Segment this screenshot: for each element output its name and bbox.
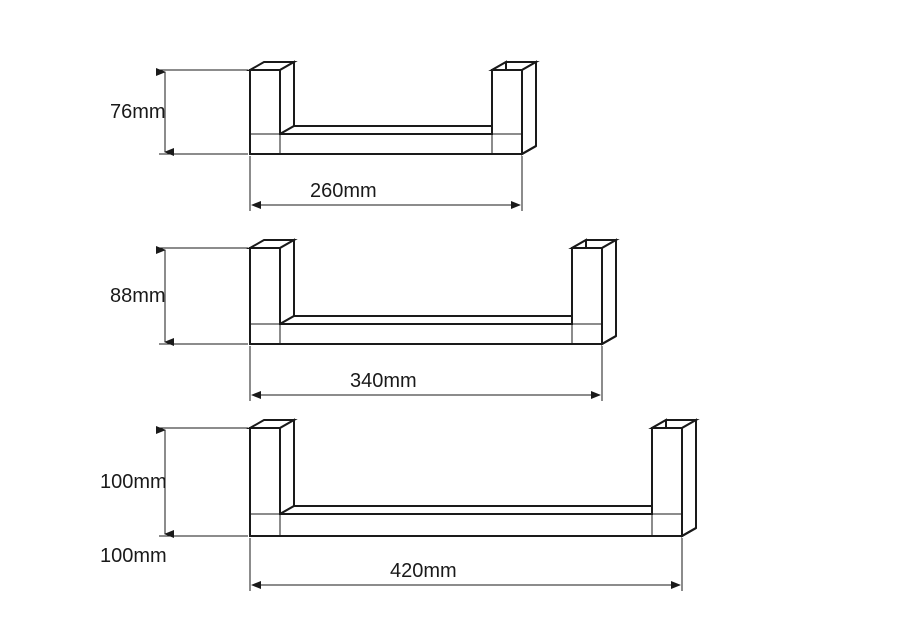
width-label-small: 260mm <box>310 180 377 202</box>
height-label-medium: 88mm <box>110 285 166 307</box>
width-label-large: 420mm <box>390 560 457 582</box>
shelf-dimensions-diagram: 76mm 260mm 88mm 340mm 100mm 420mm 100mm <box>0 0 900 630</box>
height-label-large: 100mm <box>100 471 167 493</box>
width-label-medium: 340mm <box>350 370 417 392</box>
depth-label-large: 100mm <box>100 545 167 567</box>
height-label-small: 76mm <box>110 101 166 123</box>
